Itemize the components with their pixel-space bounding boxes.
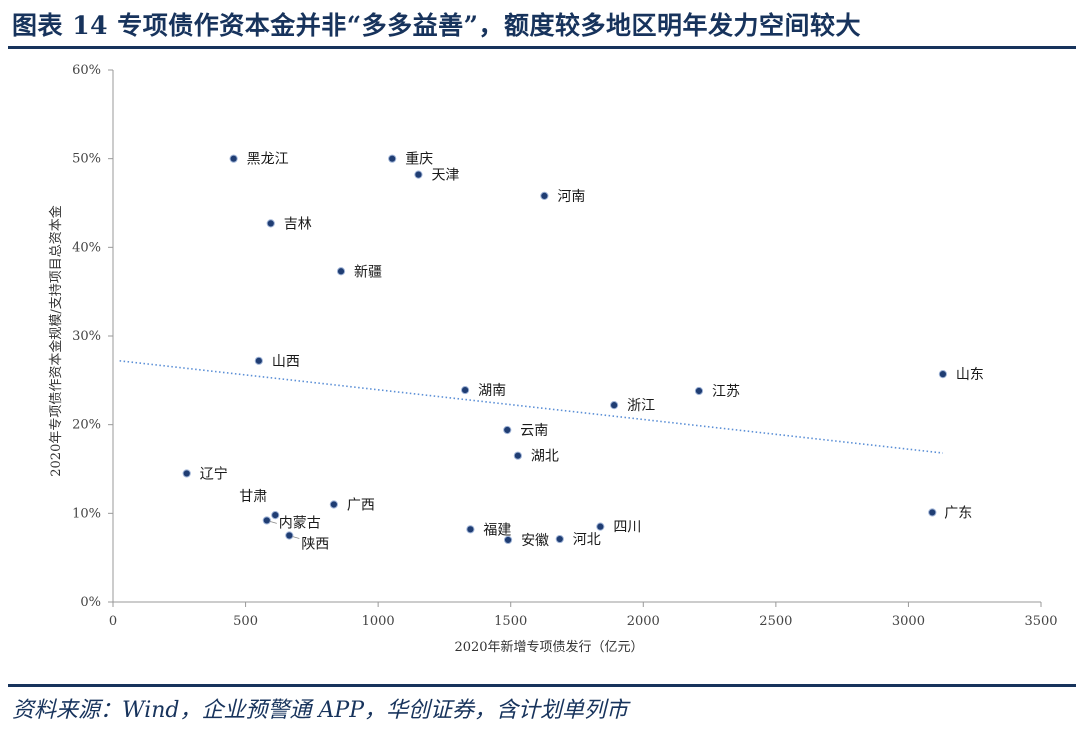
point-山东-marker xyxy=(938,370,947,379)
point-陕西-marker xyxy=(285,531,294,540)
point-安徽-label: 安徽 xyxy=(521,533,549,549)
point-浙江-label: 浙江 xyxy=(627,398,655,414)
y-tick-label: 20% xyxy=(72,418,101,433)
point-江苏-label: 江苏 xyxy=(712,384,740,400)
x-tick-label: 3000 xyxy=(892,614,925,629)
y-tick-label: 50% xyxy=(72,152,101,167)
point-吉林-marker xyxy=(266,219,275,228)
point-重庆-marker xyxy=(388,154,397,163)
scatter-chart: 0% 10% 20% 30% 40% 50% 60% 0 500 1000 1500 2000 2500… xyxy=(48,63,1058,655)
x-axis-label: 2020年新增专项债发行（亿元） xyxy=(454,639,643,655)
y-tick-label: 40% xyxy=(72,240,101,255)
x-tick-label: 1000 xyxy=(362,614,395,629)
point-云南-label: 云南 xyxy=(520,423,548,439)
point-新疆-marker xyxy=(336,267,346,276)
point-山东-label: 山东 xyxy=(956,367,984,383)
point-湖北-label: 湖北 xyxy=(531,449,559,465)
point-河南-label: 河南 xyxy=(557,189,585,205)
point-广东-label: 广东 xyxy=(944,505,972,521)
point-湖南-marker xyxy=(461,385,470,395)
x-tick-label: 2000 xyxy=(627,614,660,629)
point-河北-marker xyxy=(555,534,564,544)
point-湖南-label: 湖南 xyxy=(478,383,506,399)
point-内蒙古-label: 内蒙古 xyxy=(279,515,321,531)
point-福建-label: 福建 xyxy=(483,522,511,538)
point-辽宁-marker xyxy=(182,469,191,478)
chart-axes: 0% 10% 20% 30% 40% 50% 60% 0 500 1000 1500 2000 2500… xyxy=(72,63,1057,629)
y-tick-label: 0% xyxy=(80,595,101,610)
point-吉林-label: 吉林 xyxy=(284,216,312,232)
point-江苏-marker xyxy=(694,386,704,396)
page-title: 图表 14 专项债作资本金并非“多多益善”，额度较多地区明年发力空间较大 xyxy=(12,11,861,40)
point-湖北-marker xyxy=(513,451,522,460)
source-rule xyxy=(8,684,1076,687)
point-广西-label: 广西 xyxy=(347,497,375,513)
y-tick-label: 10% xyxy=(72,506,101,521)
point-辽宁-label: 辽宁 xyxy=(200,465,228,482)
points-layer: 黑龙江 重庆天津河南吉林新疆山西山东湖南 江苏浙江云南湖北辽宁广西广东 甘肃内蒙古 四川… xyxy=(182,152,984,553)
x-tick-label: 500 xyxy=(233,614,258,629)
point-广西-marker xyxy=(329,500,338,509)
point-福建-marker xyxy=(466,525,475,534)
source-note: 资料来源：Wind，企业预警通 APP，华创证券，含计划单列市 xyxy=(12,698,629,723)
point-云南-marker xyxy=(503,425,512,435)
y-tick-label: 30% xyxy=(72,329,101,344)
point-甘肃-marker xyxy=(271,511,280,520)
point-天津-label: 天津 xyxy=(431,168,459,184)
title-bar: 图表 14 专项债作资本金并非“多多益善”，额度较多地区明年发力空间较大 xyxy=(8,0,1076,44)
title-rule xyxy=(8,46,1076,49)
point-陕西-label: 陕西 xyxy=(301,537,329,553)
point-河南-marker xyxy=(540,191,549,201)
point-黑龙江-marker xyxy=(229,154,238,163)
point-浙江-marker xyxy=(610,401,619,410)
trendline xyxy=(119,360,943,454)
point-河北-label: 河北 xyxy=(573,532,601,548)
point-四川-label: 四川 xyxy=(613,520,641,536)
point-广东-marker xyxy=(928,508,937,517)
point-重庆-label: 重庆 xyxy=(405,152,433,168)
point-黑龙江-label: 黑龙江 xyxy=(247,152,289,168)
point-天津-marker xyxy=(414,170,423,179)
point-内蒙古-leader xyxy=(269,521,277,524)
x-tick-label: 3500 xyxy=(1024,614,1057,629)
trendline-layer xyxy=(119,360,943,454)
x-tick-label: 1500 xyxy=(494,614,527,629)
x-tick-label: 0 xyxy=(109,614,117,629)
point-甘肃-label: 甘肃 xyxy=(239,489,267,505)
point-山西-marker xyxy=(254,356,263,365)
point-新疆-label: 新疆 xyxy=(354,264,382,280)
point-安徽-marker xyxy=(503,535,513,545)
point-山西-label: 山西 xyxy=(272,354,300,370)
point-内蒙古-marker xyxy=(262,516,271,525)
point-四川-marker xyxy=(596,522,605,531)
x-tick-label: 2500 xyxy=(759,614,792,629)
y-axis-label: 2020年专项债作资本金规模/支持项目总资本金 xyxy=(48,205,64,476)
y-tick-label: 60% xyxy=(72,63,101,78)
point-陕西-leader xyxy=(292,536,300,539)
